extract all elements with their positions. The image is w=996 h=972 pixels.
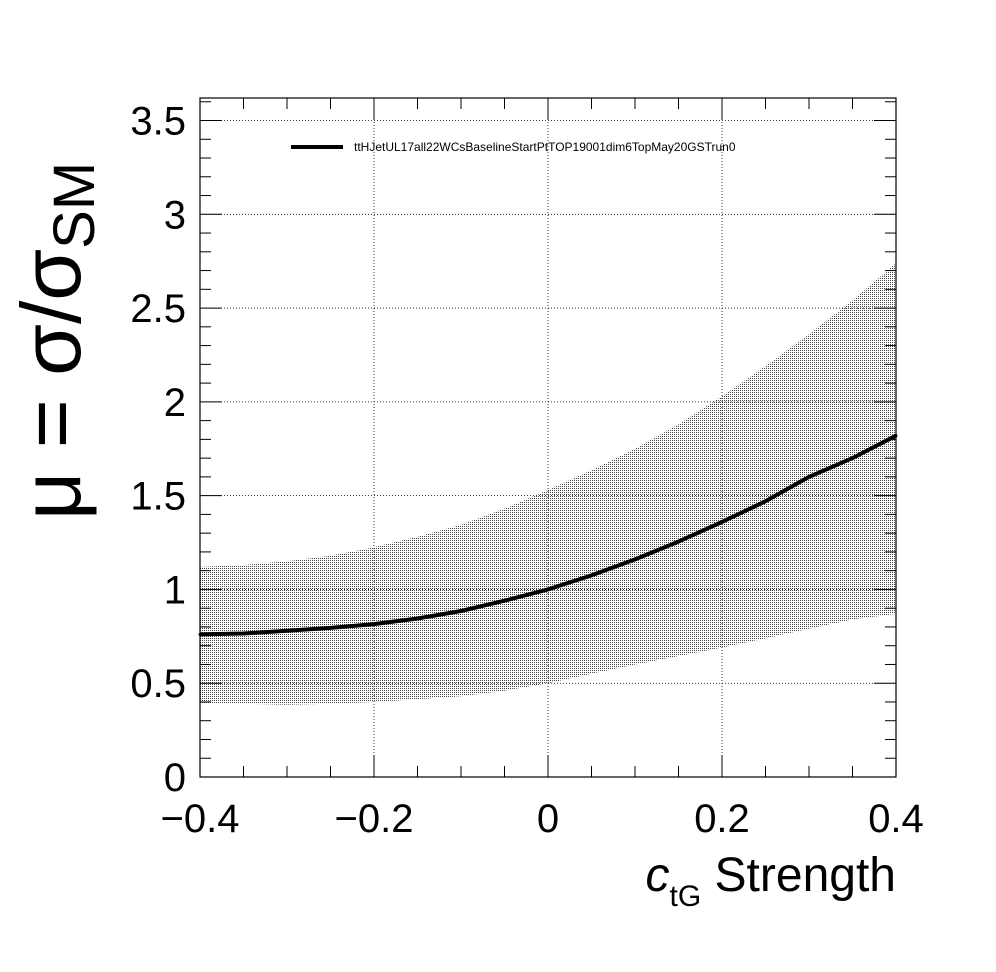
y-axis-label-main: μ = σ/σ: [4, 249, 98, 520]
tick-layer: [199, 98, 897, 778]
legend: ttHJetUL17all22WCsBaselineStartPtTOP1900…: [291, 140, 736, 154]
uncertainty-band: [200, 263, 896, 705]
series-point: [329, 626, 332, 630]
y-tick-label: 0: [164, 756, 186, 800]
line-layer: [198, 433, 898, 637]
series-point: [764, 499, 767, 503]
x-tick-label: −0.4: [161, 797, 240, 841]
series-point: [503, 599, 506, 603]
series-point: [242, 632, 245, 636]
series-point: [807, 475, 811, 479]
y-tick-label: 3.5: [130, 100, 186, 144]
series-point: [851, 456, 854, 460]
band-layer: [200, 263, 896, 705]
series-point: [590, 573, 593, 577]
y-axis-label-subscript: SM: [42, 162, 107, 249]
y-tick-label: 1: [164, 568, 186, 612]
x-axis-label: ctG Strength: [646, 849, 896, 913]
series-point: [633, 557, 637, 561]
y-tick-label: 0.5: [130, 662, 186, 706]
x-tick-label: 0: [537, 797, 559, 841]
y-tick-label: 2: [164, 381, 186, 425]
x-tick-label: 0.4: [868, 797, 924, 841]
y-tick-label: 1.5: [130, 475, 186, 519]
y-tick-label: 2.5: [130, 287, 186, 331]
series-point: [720, 520, 724, 524]
x-axis-label-symbol: c: [646, 849, 670, 902]
series-point: [285, 629, 289, 633]
series-point: [459, 609, 463, 613]
legend-entry: ttHJetUL17all22WCsBaselineStartPtTOP1900…: [354, 140, 736, 154]
x-tick-label: −0.2: [335, 797, 414, 841]
series-point: [677, 540, 680, 544]
x-axis-label-subscript: tG: [670, 880, 702, 913]
y-tick-labels: 0 0.5 1 1.5 2 2.5 3 3.5: [130, 100, 186, 800]
y-tick-label: 3: [164, 193, 186, 237]
x-tick-label: 0.2: [694, 797, 750, 841]
series-point: [416, 617, 419, 621]
x-tick-labels: −0.4 −0.2 0 0.2 0.4: [161, 797, 924, 841]
series-point: [372, 622, 376, 626]
x-axis-label-suffix: Strength: [701, 849, 896, 902]
series-point: [546, 587, 550, 591]
y-axis-label: μ = σ/σSM: [4, 162, 107, 520]
